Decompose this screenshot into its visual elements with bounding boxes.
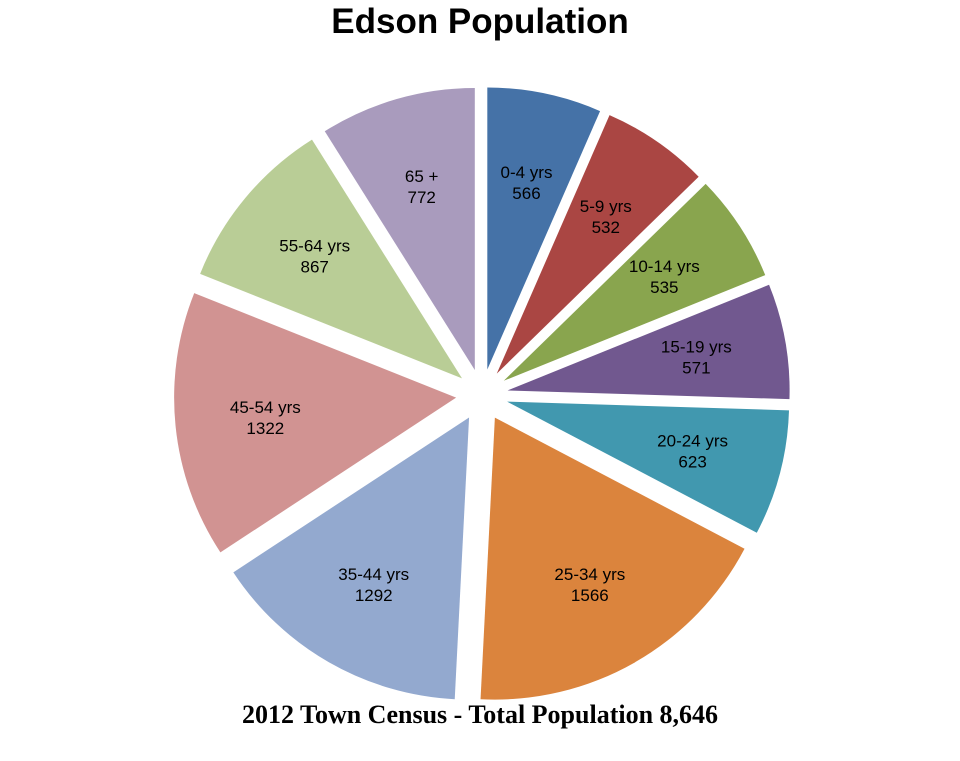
pie-slice xyxy=(503,183,766,381)
pie-slice xyxy=(507,401,790,533)
chart-title: Edson Population xyxy=(331,2,629,41)
slice-label: 10-14 yrs 535 xyxy=(629,257,700,297)
slice-label: 35-44 yrs 1292 xyxy=(338,565,409,605)
slice-label: 0-4 yrs 566 xyxy=(500,163,552,203)
pie-slice xyxy=(200,139,463,379)
pie-slice xyxy=(324,88,475,371)
pie-slice xyxy=(480,417,745,700)
slice-label: 5-9 yrs 532 xyxy=(580,197,632,237)
slice-label: 55-64 yrs 867 xyxy=(279,237,350,277)
pie-slice xyxy=(487,87,601,370)
pie-slice xyxy=(507,284,790,400)
slice-label: 45-54 yrs 1322 xyxy=(230,398,301,438)
chart-caption: 2012 Town Census - Total Population 8,64… xyxy=(241,700,719,729)
pie-slice xyxy=(496,115,699,374)
slice-label: 25-34 yrs 1566 xyxy=(554,565,625,605)
pie-slice xyxy=(233,417,470,700)
slice-label: 20-24 yrs 623 xyxy=(657,431,728,471)
slice-label: 65 +772 xyxy=(405,167,439,207)
slice-label: 15-19 yrs 571 xyxy=(661,338,732,378)
pie-slice xyxy=(174,293,457,553)
